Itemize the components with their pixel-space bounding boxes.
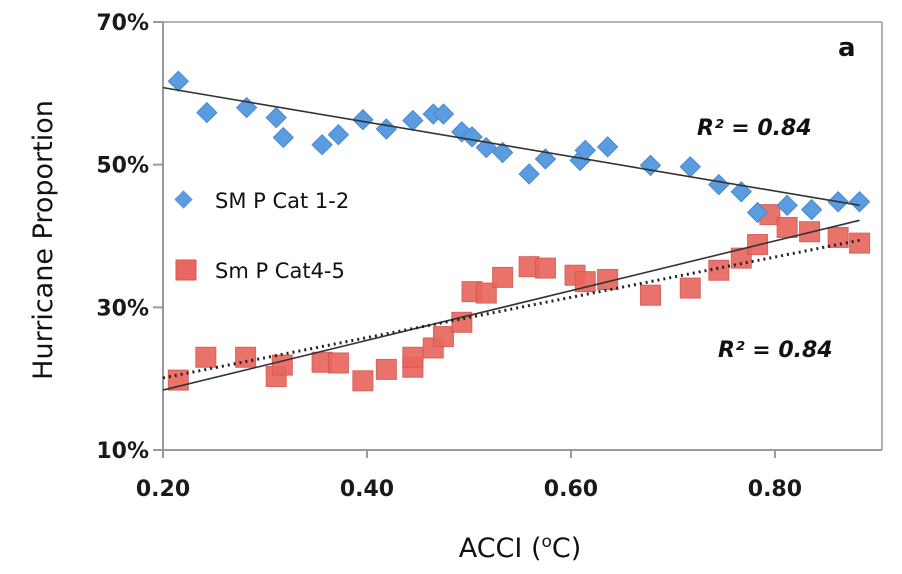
data-point-cat4-5 [827,226,849,248]
data-point-cat4-5 [375,358,397,380]
data-point-cat1-2 [352,109,374,131]
data-point-cat4-5 [639,284,661,306]
x-tick-label: 0.80 [748,477,802,502]
data-point-cat1-2 [491,141,514,164]
y-tick-label: 30% [96,296,149,321]
x-axis-label-main: ACCI ( [459,533,542,564]
data-point-cat1-2 [432,103,455,125]
x-tick-label: 0.40 [340,477,394,502]
data-point-cat1-2 [708,173,730,196]
data-point-cat4-5 [327,352,349,374]
y-axis-label: Hurricane Proportion [28,100,59,380]
data-point-cat1-2 [375,118,398,140]
data-point-cat4-5 [432,326,454,348]
data-point-cat4-5 [402,346,424,368]
data-point-cat1-2 [311,133,333,156]
r2-label-cat4-5: R² = 0.84 [718,338,833,363]
data-point-cat1-2 [679,156,701,178]
data-point-cat1-2 [402,109,424,132]
x-axis-label-end: C) [552,533,581,564]
data-point-cat1-2 [461,126,483,148]
data-point-cat1-2 [518,163,540,185]
data-point-cat4-5 [352,370,374,392]
axes: 10% 30% 50% 70% 0.20 0.40 0.60 0.80 [96,11,883,502]
legend-label-cat1-2: SM P Cat 1-2 [215,189,349,213]
data-point-cat1-2 [596,136,619,158]
data-point-cat1-2 [534,148,557,170]
trendline-dotted-cat4-5 [162,238,860,380]
data-point-cat4-5 [708,259,730,281]
data-point-cat4-5 [492,266,514,288]
data-point-cat1-2 [639,154,662,177]
x-tick-label: 0.60 [544,477,598,502]
data-point-cat1-2 [800,198,823,221]
data-point-cat4-5 [776,216,798,238]
legend: SM P Cat 1-2 Sm P Cat4-5 [174,189,349,283]
data-point-cat4-5 [679,277,701,299]
data-point-cat4-5 [534,257,556,279]
x-axis-label: ACCI (oC) [459,532,582,564]
legend-square-marker [175,259,197,281]
panel-label: a [838,33,856,63]
legend-label-cat4-5: Sm P Cat4-5 [215,259,345,283]
y-tick-label: 10% [96,439,149,464]
data-point-cat1-2 [746,201,769,224]
legend-diamond-marker [174,190,193,209]
y-tick-label: 50% [96,154,149,179]
data-point-cat4-5 [235,346,257,368]
trendline-cat4-5 [162,219,860,391]
data-point-cat4-5 [475,282,497,304]
x-tick-label: 0.20 [136,477,190,502]
y-tick-label: 70% [96,11,149,36]
data-point-cat4-5 [849,232,871,254]
data-point-cat4-5 [271,354,293,376]
data-point-cat1-2 [167,70,190,92]
trendline-cat1-2 [162,86,860,207]
data-point-cat1-2 [327,123,350,146]
data-point-cat1-2 [776,194,798,217]
data-point-cat1-2 [265,106,287,129]
data-point-cat1-2 [196,101,218,124]
data-point-cat1-2 [848,191,871,213]
data-point-cat4-5 [195,346,217,368]
data-point-cat1-2 [272,126,295,149]
data-point-cat1-2 [574,139,596,162]
marks [162,70,871,392]
x-axis-label-sup: o [541,532,551,552]
r2-label-cat1-2: R² = 0.84 [697,116,812,141]
